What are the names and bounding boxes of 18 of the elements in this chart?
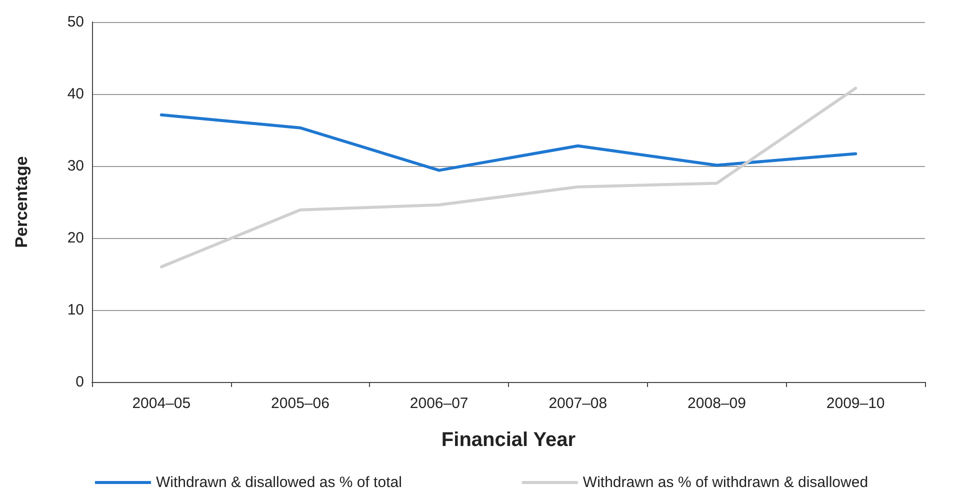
y-tick-label: 30 bbox=[67, 158, 84, 174]
x-tick-label: 2009–10 bbox=[826, 395, 885, 412]
y-axis-title: Percentage bbox=[12, 156, 31, 248]
x-axis-title: Financial Year bbox=[441, 429, 576, 451]
y-tick-label: 10 bbox=[67, 302, 84, 318]
x-tick-label: 2008–09 bbox=[688, 395, 746, 412]
y-tick-label: 20 bbox=[67, 230, 84, 246]
legend-label: Withdrawn as % of withdrawn & disallowed bbox=[582, 474, 868, 491]
x-tick-label: 2004–05 bbox=[132, 395, 191, 412]
line-series bbox=[160, 113, 858, 172]
x-tick-label: 2007–08 bbox=[548, 395, 608, 412]
y-tick-label: 0 bbox=[76, 374, 84, 390]
y-tick-label: 40 bbox=[67, 86, 84, 102]
x-tick-label: 2006–07 bbox=[410, 395, 468, 412]
x-tick-label: 2005–06 bbox=[271, 395, 330, 412]
y-tick-label: 50 bbox=[67, 14, 84, 30]
legend-label: Withdrawn & disallowed as % of total bbox=[156, 474, 402, 491]
line-series bbox=[160, 86, 858, 268]
